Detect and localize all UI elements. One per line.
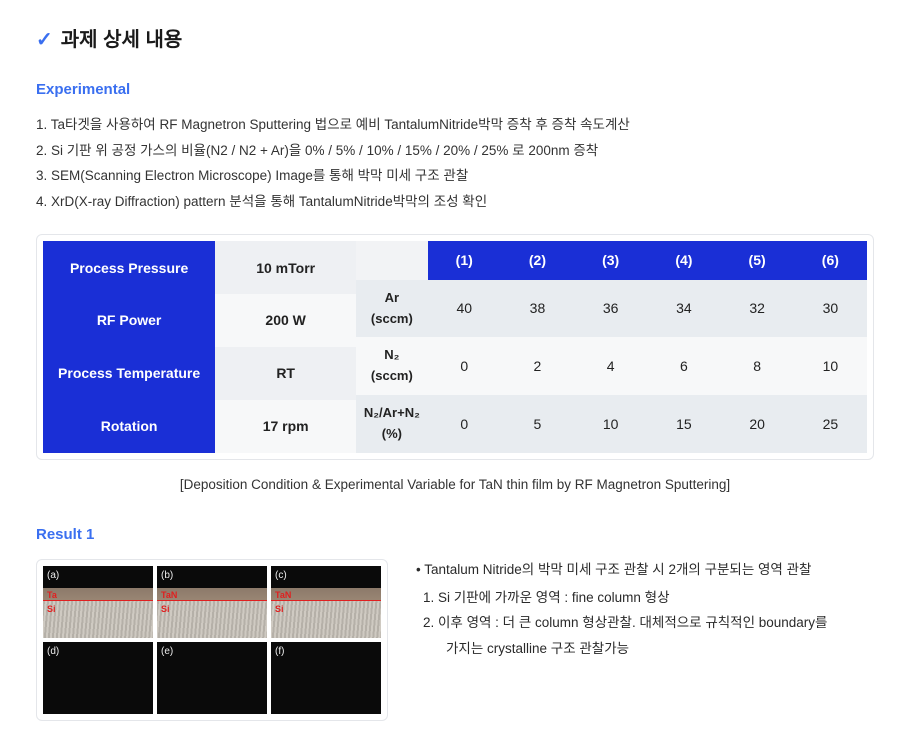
result1-cont: 가지는 crystalline 구조 관찰가능 [416,638,874,660]
process-condition-table: Process Pressure10 mTorrRF Power200 WPro… [43,241,356,452]
cond-value: 17 rpm [215,400,356,453]
var-cell: 10 [794,337,867,395]
var-cell: 6 [647,337,720,395]
result1-point: 이후 영역 : 더 큰 column 형상관찰. 대체적으로 규칙적인 boun… [438,612,874,634]
var-cell: 5 [501,395,574,453]
sem-image-block: (a)TaSi(b)TaNSi(c)TaNSi(d)(e)(f) [36,559,388,721]
var-row-label: N₂/Ar+N₂ (%) [356,395,428,453]
section-header: ✓ 과제 상세 내용 [36,24,874,56]
var-col-header: (4) [647,241,720,279]
sem-top-label: TaN [275,588,291,602]
var-cell: 0 [428,337,501,395]
check-icon: ✓ [36,24,53,56]
var-row-label: Ar (sccm) [356,280,428,338]
table-caption: [Deposition Condition & Experimental Var… [36,474,874,496]
sem-panel: (f) [271,642,381,714]
sem-panel: (e) [157,642,267,714]
var-cell: 34 [647,280,720,338]
sem-panel-letter: (e) [161,644,173,660]
var-cell: 38 [501,280,574,338]
cond-label: Process Temperature [43,347,215,400]
sem-top-label: TaN [161,588,177,602]
result1-text: • Tantalum Nitride의 박막 미세 구조 관찰 시 2개의 구분… [416,559,874,659]
sem-bot-label: Si [47,602,56,616]
cond-label: Rotation [43,400,215,453]
experimental-variable-table: (1)(2)(3)(4)(5)(6) Ar (sccm)403836343230… [356,241,867,452]
cond-value: RT [215,347,356,400]
sem-panel: (c) TaNSi [271,566,381,638]
sem-top-label: Ta [47,588,57,602]
experimental-item: 2. Si 기판 위 공정 가스의 비율(N2 / N2 + Ar)을 0% /… [36,140,874,162]
result1-point: Si 기판에 가까운 영역 : fine column 형상 [438,587,874,609]
experimental-item: 3. SEM(Scanning Electron Microscope) Ima… [36,165,874,187]
var-col-header: (3) [574,241,647,279]
var-cell: 8 [721,337,794,395]
var-row-label: N₂ (sccm) [356,337,428,395]
var-cell: 15 [647,395,720,453]
var-cell: 36 [574,280,647,338]
var-cell: 4 [574,337,647,395]
sem-panel: (d) [43,642,153,714]
sem-panel-letter: (b) [161,568,173,584]
sem-panel-letter: (c) [275,568,287,584]
result1-heading: Result 1 [36,523,874,547]
var-cell: 20 [721,395,794,453]
var-col-header: (6) [794,241,867,279]
sem-bot-label: Si [275,602,284,616]
cond-value: 10 mTorr [215,241,356,294]
var-cell: 0 [428,395,501,453]
blank-header [356,241,428,279]
experimental-list: 1. Ta타겟을 사용하여 RF Magnetron Sputtering 법으… [36,114,874,212]
sem-panel-letter: (f) [275,644,284,660]
var-col-header: (1) [428,241,501,279]
sem-panel: (b) TaNSi [157,566,267,638]
experimental-heading: Experimental [36,78,874,102]
var-cell: 32 [721,280,794,338]
sem-panel-letter: (a) [47,568,59,584]
var-col-header: (2) [501,241,574,279]
condition-table-wrap: Process Pressure10 mTorrRF Power200 WPro… [36,234,874,459]
var-cell: 30 [794,280,867,338]
experimental-item: 4. XrD(X-ray Diffraction) pattern 분석을 통해… [36,191,874,213]
page-title: 과제 상세 내용 [61,24,183,56]
sem-bot-label: Si [161,602,170,616]
var-cell: 40 [428,280,501,338]
sem-panel-letter: (d) [47,644,59,660]
experimental-item: 1. Ta타겟을 사용하여 RF Magnetron Sputtering 법으… [36,114,874,136]
var-col-header: (5) [721,241,794,279]
sem-panel: (a) TaSi [43,566,153,638]
var-cell: 10 [574,395,647,453]
result1-bullet: • Tantalum Nitride의 박막 미세 구조 관찰 시 2개의 구분… [416,559,874,581]
cond-label: RF Power [43,294,215,347]
cond-value: 200 W [215,294,356,347]
var-cell: 2 [501,337,574,395]
cond-label: Process Pressure [43,241,215,294]
var-cell: 25 [794,395,867,453]
